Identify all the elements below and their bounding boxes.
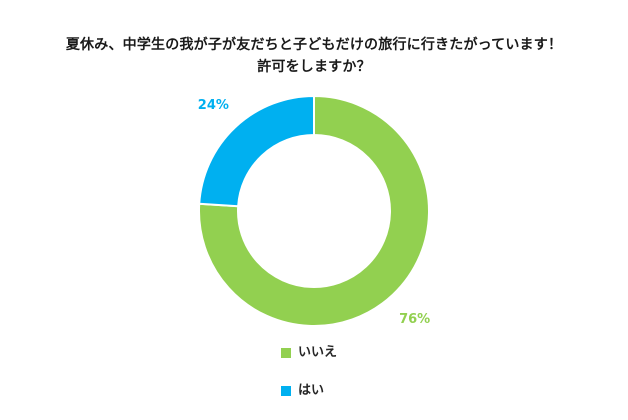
donut-slice-hai bbox=[198, 94, 315, 208]
legend-swatch-iie bbox=[281, 348, 291, 358]
chart-title-line-1: 夏休み、中学生の我が子が友だちと子どもだけの旅行に行きたがっています！ bbox=[65, 37, 563, 53]
donut-slice-iie bbox=[198, 94, 430, 327]
legend-item-iie: いいえ bbox=[281, 344, 431, 362]
chart-title: 夏休み、中学生の我が子が友だちと子どもだけの旅行に行きたがっています！ 許可をし… bbox=[8, 34, 620, 78]
legend-label-iie: いいえ bbox=[298, 345, 338, 360]
legend-item-hai: はい bbox=[281, 382, 431, 400]
donut-slices bbox=[198, 94, 430, 327]
legend-swatch-hai bbox=[281, 386, 291, 396]
data-label-iie: 76% bbox=[399, 312, 430, 327]
chart-title-line-2: 許可をしますか？ bbox=[257, 59, 371, 75]
data-label-hai: 24% bbox=[198, 98, 229, 113]
legend-label-hai: はい bbox=[298, 383, 325, 398]
chart-legend: いいえ はい bbox=[281, 344, 431, 420]
data-labels: 76% 24% bbox=[198, 98, 430, 327]
